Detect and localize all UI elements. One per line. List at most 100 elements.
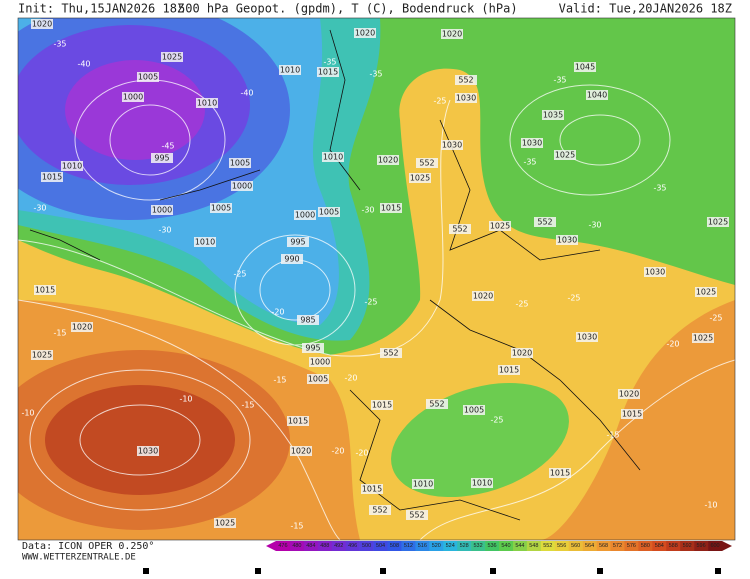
coastline [29, 29, 641, 521]
pressure-label: 1010 [472, 479, 492, 488]
pressure-label: 1005 [464, 406, 484, 415]
colorbar-label: 560 [571, 543, 580, 549]
label-box [322, 152, 344, 162]
colorbar-swatch [554, 541, 569, 551]
label-box [151, 153, 173, 163]
colorbar-swatch [317, 541, 333, 551]
label-box [214, 518, 236, 528]
colorbar-swatch [415, 541, 430, 551]
temperature-label: -10 [704, 501, 717, 510]
colorbar-label: 536 [487, 543, 496, 549]
colorbar-swatch [499, 541, 514, 551]
temperature-label: -25 [515, 300, 528, 309]
pressure-label: 1020 [442, 30, 462, 39]
pressure-label: 1000 [152, 206, 172, 215]
temperature-label: -30 [158, 226, 171, 235]
colorbar-swatch [443, 541, 458, 551]
colorbar-label: 484 [306, 543, 315, 549]
colorbar-label: 556 [557, 543, 566, 549]
colorbar-swatch [526, 541, 542, 551]
colorbar-swatch [345, 541, 360, 551]
pressure-label: 1030 [645, 268, 665, 277]
pressure-label: 1000 [310, 358, 330, 367]
colorbar-swatch [568, 541, 583, 551]
temperature-label: -30 [33, 204, 46, 213]
label-box [472, 291, 494, 301]
colorbar-label: 540 [501, 543, 510, 549]
pressure-label: 552 [429, 400, 444, 409]
pressure-label: 1005 [230, 159, 250, 168]
label-box [302, 343, 324, 353]
label-box [231, 181, 253, 191]
temperature-label: -20 [355, 449, 368, 458]
colorbar-swatch [471, 541, 486, 551]
temperature-label: -25 [364, 298, 377, 307]
pressure-label: 1025 [693, 334, 713, 343]
temperature-label: -45 [161, 142, 174, 151]
colorbar-label: 568 [599, 543, 608, 549]
label-box [307, 374, 329, 384]
colorbar-swatch [289, 541, 305, 551]
pressure-label: 1020 [378, 156, 398, 165]
label-box [554, 150, 576, 160]
label-box [361, 484, 383, 494]
colorbar-label: 580 [641, 543, 650, 549]
temperature-label: -25 [490, 416, 503, 425]
colorbar-label: 500 [362, 543, 371, 549]
label-box [489, 221, 511, 231]
temperature-label: -35 [53, 40, 66, 49]
label-box [406, 510, 428, 520]
colorbar-swatch [540, 541, 556, 551]
label-box [290, 446, 312, 456]
pressure-label: 1020 [619, 390, 639, 399]
label-box [534, 217, 556, 227]
label-box [287, 237, 309, 247]
label-box [621, 409, 643, 419]
label-box [692, 333, 714, 343]
label-box [71, 322, 93, 332]
pressure-label: 1015 [318, 68, 338, 77]
label-box [707, 217, 729, 227]
colorbar-label: 488 [320, 543, 329, 549]
temperature-label: -35 [553, 76, 566, 85]
colorbar-swatch [680, 541, 695, 551]
temperature-label: -30 [588, 221, 601, 230]
isobars [18, 79, 735, 540]
label-box [41, 172, 63, 182]
pressure-label: 1030 [138, 447, 158, 456]
label-box [61, 161, 83, 171]
label-box [463, 405, 485, 415]
pressure-label: 1020 [473, 292, 493, 301]
pressure-label: 552 [383, 349, 398, 358]
pressure-label: 1015 [35, 286, 55, 295]
label-box [161, 52, 183, 62]
label-box [122, 92, 144, 102]
colorbar-label: 596 [697, 543, 706, 549]
colorbar-label: 544 [515, 543, 524, 549]
pressure-label: 1010 [195, 238, 215, 247]
pressure-label: 1005 [319, 208, 339, 217]
pressure-label: 1015 [499, 366, 519, 375]
label-box [695, 287, 717, 297]
colorbar-swatch [708, 541, 723, 551]
pressure-label: 1025 [555, 151, 575, 160]
temperature-label: -25 [433, 97, 446, 106]
colorbar-swatch [485, 541, 500, 551]
label-box [380, 203, 402, 213]
pressure-label: 1000 [123, 93, 143, 102]
pressure-label: 1025 [215, 519, 235, 528]
zone-green-south [391, 382, 569, 498]
pressure-label: 995 [305, 344, 320, 353]
pressure-label: 1035 [543, 111, 563, 120]
colorbar-label: 524 [446, 543, 455, 549]
label-box [441, 29, 463, 39]
pressure-label: 552 [537, 218, 552, 227]
colorbar-label: 588 [669, 543, 678, 549]
pressure-label: 1020 [355, 29, 375, 38]
colorbar-label: 476 [278, 543, 287, 549]
label-box [455, 93, 477, 103]
pressure-label: 1020 [72, 323, 92, 332]
label-box [369, 505, 391, 515]
pressure-label: 990 [284, 255, 299, 264]
